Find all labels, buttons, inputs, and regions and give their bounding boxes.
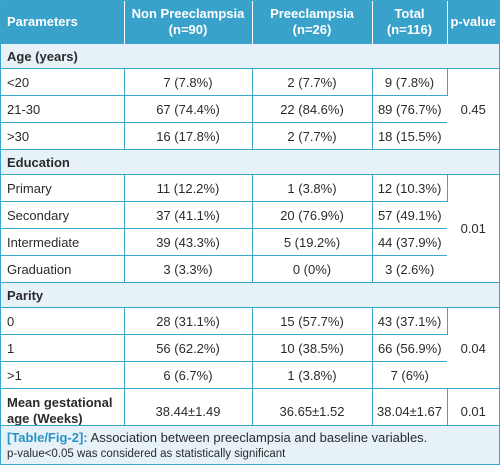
- header-row: Parameters Non Preeclampsia (n=90) Preecl…: [1, 1, 499, 44]
- header-p-value: p-value: [447, 1, 499, 44]
- table-row: Graduation 3 (3.3%) 0 (0%) 3 (2.6%): [1, 255, 499, 283]
- table-cell: 1 (3.8%): [252, 174, 373, 202]
- table-cell: 11 (12.2%): [124, 174, 253, 202]
- table-cell: 39 (43.3%): [124, 228, 253, 256]
- caption-ref: [Table/Fig-2]:: [7, 430, 88, 445]
- table-row: Intermediate 39 (43.3%) 5 (19.2%) 44 (37.9%…: [1, 228, 499, 256]
- p-value-cell: 0.45: [447, 68, 499, 150]
- table-row: <20 7 (7.8%) 2 (7.7%) 9 (7.8%) 0.45: [1, 68, 499, 150]
- row-label: Primary: [1, 174, 125, 202]
- row-label: Secondary: [1, 201, 125, 229]
- table-cell: 16 (17.8%): [124, 122, 253, 150]
- row-label: >1: [1, 361, 125, 389]
- row-label: >30: [1, 122, 125, 150]
- table-cell: 20 (76.9%): [252, 201, 373, 229]
- table-row: 21-30 67 (74.4%) 22 (84.6%) 89 (76.7%): [1, 95, 499, 123]
- section-header-row: Parity: [1, 282, 499, 308]
- table-cell: 66 (56.9%): [372, 334, 447, 362]
- section-header-row: Education: [1, 149, 499, 175]
- table-cell: 44 (37.9%): [372, 228, 447, 256]
- table-body: Age (years) <20 7 (7.8%) 2 (7.7%) 9 (7.8%) 0.…: [1, 43, 499, 433]
- header-total: Total (n=116): [372, 1, 448, 44]
- table-caption: [Table/Fig-2]: Association between preec…: [1, 425, 499, 464]
- table-cell: 15 (57.7%): [252, 307, 373, 335]
- table-row: >1 6 (6.7%) 1 (3.8%) 7 (6%): [1, 361, 499, 389]
- table-cell: 3 (2.6%): [372, 255, 447, 283]
- section-header-row: Age (years): [1, 43, 499, 69]
- table-row: 0 28 (31.1%) 15 (57.7%) 43 (37.1%) 0.04: [1, 307, 499, 389]
- p-value-cell: 0.01: [447, 174, 499, 283]
- caption-note: p-value<0.05 was considered as statistic…: [7, 448, 286, 460]
- table-cell: 10 (38.5%): [252, 334, 373, 362]
- row-label: <20: [1, 68, 125, 96]
- table-cell: 89 (76.7%): [372, 95, 447, 123]
- header-preeclampsia: Preeclampsia (n=26): [252, 1, 373, 44]
- row-label: Graduation: [1, 255, 125, 283]
- row-label: 1: [1, 334, 125, 362]
- table-cell: 3 (3.3%): [124, 255, 253, 283]
- row-label: 21-30: [1, 95, 125, 123]
- table-cell: 12 (10.3%): [372, 174, 448, 202]
- table-cell: 37 (41.1%): [124, 201, 253, 229]
- table-row: >30 16 (17.8%) 2 (7.7%) 18 (15.5%): [1, 122, 499, 150]
- section-title: Parity: [1, 282, 499, 308]
- table-cell: 56 (62.2%): [124, 334, 253, 362]
- data-table: Parameters Non Preeclampsia (n=90) Preecl…: [1, 1, 499, 433]
- section-title: Education: [1, 149, 499, 175]
- table-cell: 22 (84.6%): [252, 95, 373, 123]
- table-cell: 5 (19.2%): [252, 228, 373, 256]
- table-row: Primary 11 (12.2%) 1 (3.8%) 12 (10.3%) 0.01: [1, 174, 499, 283]
- table-row: Secondary 37 (41.1%) 20 (76.9%) 57 (49.1%): [1, 201, 499, 229]
- table-cell: 1 (3.8%): [252, 361, 373, 389]
- p-value-cell: 0.04: [447, 307, 499, 389]
- row-label: 0: [1, 307, 125, 335]
- table-row: 1 56 (62.2%) 10 (38.5%) 66 (56.9%): [1, 334, 499, 362]
- table-cell: 18 (15.5%): [372, 122, 447, 150]
- table-cell: 6 (6.7%): [124, 361, 253, 389]
- table-cell: 7 (6%): [372, 361, 447, 389]
- table-cell: 28 (31.1%): [124, 307, 253, 335]
- table-cell: 2 (7.7%): [252, 68, 373, 96]
- table-cell: 0 (0%): [252, 255, 373, 283]
- header-non-preeclampsia: Non Preeclampsia (n=90): [124, 1, 253, 44]
- table-cell: 43 (37.1%): [372, 307, 448, 335]
- header-parameters: Parameters: [1, 1, 125, 44]
- table-cell: 7 (7.8%): [124, 68, 253, 96]
- table-cell: 57 (49.1%): [372, 201, 447, 229]
- caption-text: Association between preeclampsia and bas…: [87, 430, 428, 445]
- table-cell: 9 (7.8%): [372, 68, 448, 96]
- table-cell: 67 (74.4%): [124, 95, 253, 123]
- row-label: Intermediate: [1, 228, 125, 256]
- section-title: Age (years): [1, 43, 499, 69]
- table-cell: 2 (7.7%): [252, 122, 373, 150]
